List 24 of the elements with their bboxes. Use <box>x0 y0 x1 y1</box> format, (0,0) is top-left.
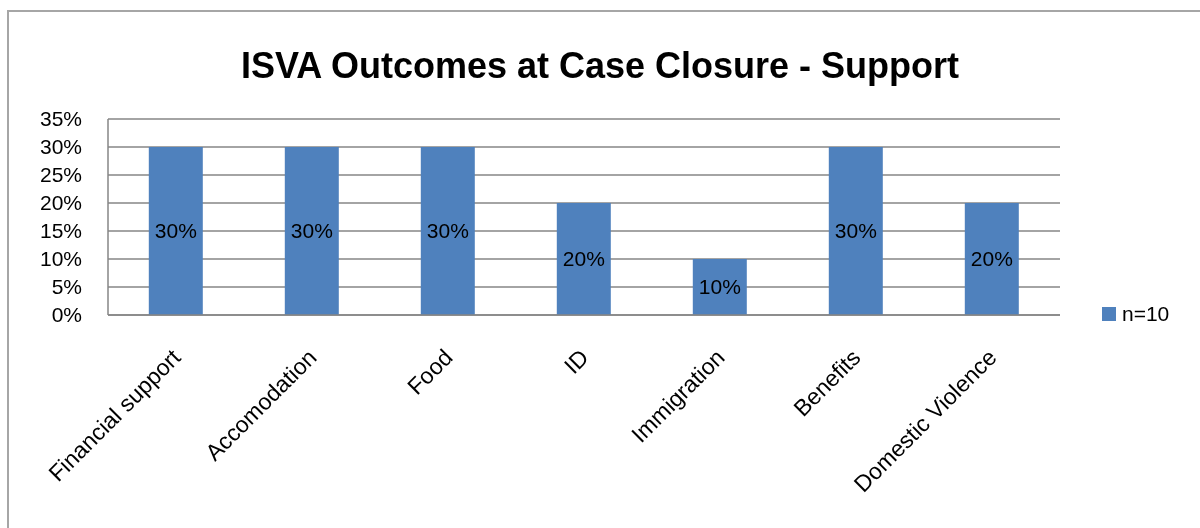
bar <box>420 147 475 315</box>
bar <box>556 203 611 315</box>
bar <box>964 203 1019 315</box>
y-tick-label: 10% <box>39 247 82 271</box>
x-tick-label: ID <box>558 344 594 379</box>
data-label: 10% <box>698 275 741 299</box>
y-tick-label: 35% <box>39 107 82 131</box>
y-tick-label: 5% <box>51 275 82 299</box>
data-label: 20% <box>970 247 1013 271</box>
data-label: 30% <box>834 219 877 243</box>
data-label: 30% <box>290 219 333 243</box>
y-tick-label: 20% <box>39 191 82 215</box>
y-tick-label: 30% <box>39 135 82 159</box>
data-label: 30% <box>426 219 469 243</box>
legend-label: n=10 <box>1122 302 1170 326</box>
y-tick-label: 25% <box>39 163 82 187</box>
bar <box>828 147 883 315</box>
data-label: 30% <box>154 219 197 243</box>
y-tick-label: 0% <box>51 303 82 327</box>
bar <box>148 147 203 315</box>
data-label: 20% <box>562 247 605 271</box>
chart-title: ISVA Outcomes at Case Closure - Support <box>239 45 961 86</box>
y-tick-label: 15% <box>39 219 82 243</box>
bar <box>284 147 339 315</box>
